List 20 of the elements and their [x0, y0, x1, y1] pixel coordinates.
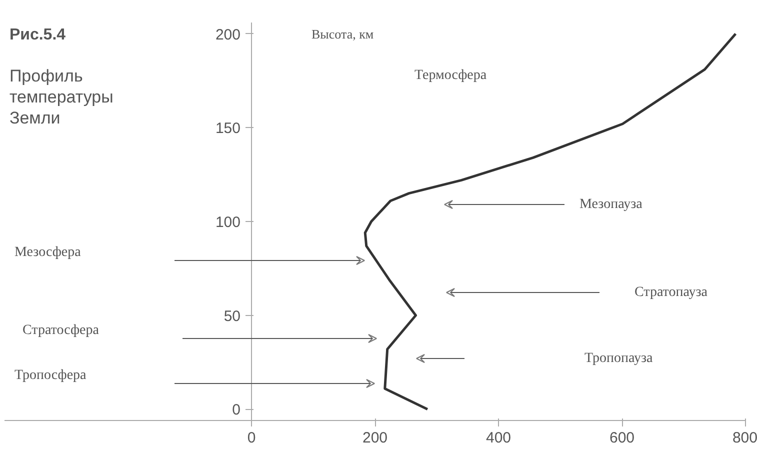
annotation: Стратосфера [22, 323, 100, 338]
x-tick-label: 600 [609, 430, 635, 446]
y-tick-label: 50 [224, 308, 241, 325]
y-tick-label: 0 [232, 402, 240, 419]
annotation: Стратопауза [634, 285, 708, 300]
annotation: Тропопауза [584, 351, 654, 366]
y-tick-label: 200 [215, 26, 241, 44]
annotation: Тропосфера [14, 368, 88, 383]
annotation: Термосфера [414, 68, 488, 83]
x-tick-label: 0 [247, 430, 256, 446]
x-tick-label: 200 [362, 430, 388, 446]
y-tick-label: 150 [215, 120, 241, 138]
x-tick-label: 400 [486, 430, 512, 446]
x-tick-label: 800 [732, 430, 757, 446]
annotation: Мезосфера [14, 245, 82, 260]
chart-title: Рис.5.4 [9, 26, 66, 44]
text: Профиль температуры Земли [9, 66, 114, 128]
y-tick-label: 100 [215, 214, 241, 231]
annotation: Мезопауза [580, 197, 644, 212]
y-axis-title: Высота, км [312, 26, 374, 42]
